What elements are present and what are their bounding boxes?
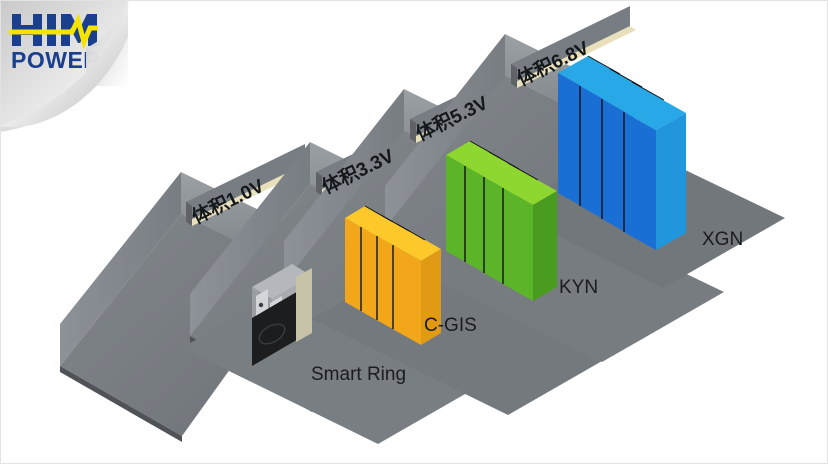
logo-power-text: POWER: [11, 47, 100, 73]
volume-band-4: [511, 6, 636, 88]
product-label-smart-ring: Smart Ring: [311, 364, 406, 385]
product-smart-ring[interactable]: [252, 264, 312, 366]
product-label-c-gis: C-GIS: [424, 315, 477, 336]
logo-wordmark: POWER: [11, 47, 100, 73]
product-label-kyn: KYN: [559, 277, 598, 298]
product-label-xgn: XGN: [702, 229, 743, 250]
volume-band-1: [186, 144, 311, 226]
product-xgn[interactable]: [558, 55, 686, 250]
product-c-gis[interactable]: [345, 205, 441, 345]
product-kyn[interactable]: [446, 140, 557, 301]
him-power-logo: POWER: [0, 0, 128, 128]
product-labels: Smart Ring C-GIS KYN XGN: [311, 229, 743, 385]
